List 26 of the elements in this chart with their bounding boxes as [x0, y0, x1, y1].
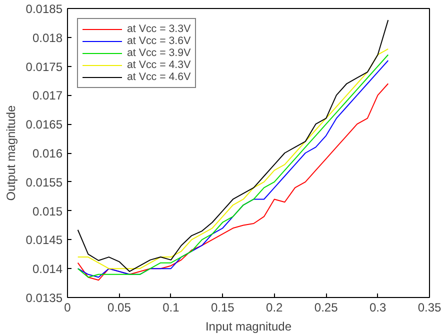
- y-tick-label: 0.0145: [26, 233, 63, 248]
- y-tick-label: 0.015: [32, 204, 63, 218]
- x-axis-title: Input magnitude: [205, 320, 292, 334]
- y-tick-label: 0.0185: [26, 2, 63, 16]
- y-axis-title: Output magnitude: [4, 104, 18, 201]
- y-tick-label: 0.017: [32, 88, 63, 103]
- y-tick-label: 0.0165: [26, 118, 63, 132]
- legend-label: at Vcc = 4.3V: [127, 59, 191, 71]
- y-tick-label: 0.014: [32, 262, 63, 276]
- x-tick-label: 0.3: [369, 300, 386, 314]
- legend-label: at Vcc = 3.6V: [127, 35, 191, 47]
- x-tick-label: 0.25: [314, 300, 338, 314]
- y-tick-label: 0.0155: [26, 175, 63, 190]
- y-tick-label: 0.016: [32, 146, 63, 160]
- y-tick-label: 0.018: [32, 30, 63, 45]
- x-tick-label: 0.15: [210, 300, 235, 314]
- legend-label: at Vcc = 4.6V: [127, 71, 191, 83]
- legend-label: at Vcc = 3.9V: [127, 47, 191, 59]
- x-tick-label: 0.2: [266, 300, 284, 314]
- legend-label: at Vcc = 3.3V: [127, 23, 191, 35]
- y-tick-label: 0.0135: [26, 291, 63, 305]
- x-tick-label: 0.35: [418, 300, 442, 314]
- x-tick-label: 0.1: [162, 300, 180, 314]
- x-tick-label: 0: [64, 300, 72, 314]
- x-tick-label: 0.05: [108, 300, 132, 314]
- y-tick-label: 0.0175: [26, 60, 63, 74]
